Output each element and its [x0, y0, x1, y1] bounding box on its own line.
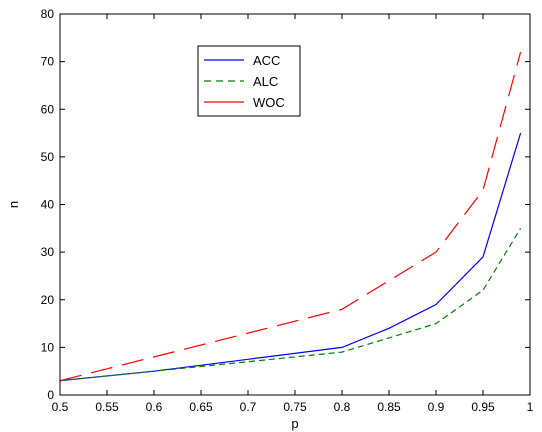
x-axis-title: p — [291, 416, 298, 431]
y-tick-label: 60 — [41, 102, 55, 116]
y-tick-label: 30 — [41, 245, 55, 259]
x-tick-label: 0.75 — [283, 400, 307, 414]
y-tick-label: 80 — [41, 7, 55, 21]
x-tick-label: 1 — [527, 400, 534, 414]
y-tick-label: 50 — [41, 150, 55, 164]
x-tick-label: 0.95 — [471, 400, 495, 414]
x-tick-label: 0.5 — [52, 400, 69, 414]
series-layer — [59, 51, 522, 382]
x-tick-label: 0.6 — [146, 400, 163, 414]
y-tick-label: 0 — [47, 388, 54, 402]
legend: ACC ALC WOC — [197, 45, 301, 117]
tick-layer: 0.5 0.55 0.6 0.65 0.7 0.75 0.8 0.85 0.9 0.95 10102… — [41, 7, 534, 414]
x-tick-label: 0.65 — [189, 400, 213, 414]
x-tick-label: 0.85 — [377, 400, 401, 414]
legend-box — [197, 45, 301, 117]
legend-label-acc: ACC — [253, 53, 280, 68]
x-tick-label: 0.55 — [95, 400, 119, 414]
x-tick-label: 0.8 — [334, 400, 351, 414]
plot-frame — [59, 13, 531, 396]
series-line-alc — [59, 227, 522, 382]
legend-label-woc: WOC — [253, 95, 285, 110]
y-tick-label: 40 — [41, 198, 55, 212]
x-tick-label: 0.9 — [428, 400, 445, 414]
y-tick-label: 10 — [41, 340, 55, 354]
y-tick-label: 70 — [41, 55, 55, 69]
legend-label-alc: ALC — [253, 74, 278, 89]
y-axis-title: n — [6, 201, 21, 208]
x-tick-label: 0.7 — [240, 400, 257, 414]
y-tick-label: 20 — [41, 293, 55, 307]
series-line-woc — [59, 51, 522, 382]
